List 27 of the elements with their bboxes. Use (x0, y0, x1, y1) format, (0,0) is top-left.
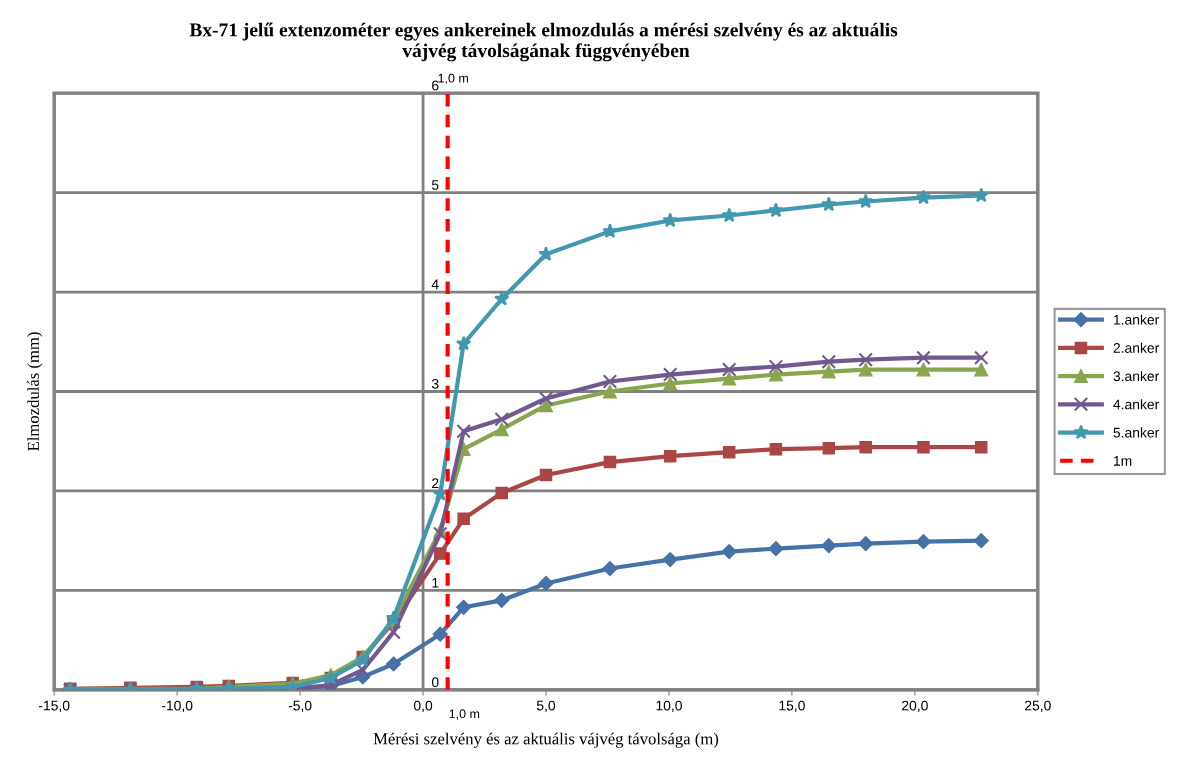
annotation: 1,0 m (438, 73, 468, 85)
x-tick-label: 20,0 (902, 700, 928, 713)
y-tick-label: 3 (431, 378, 439, 389)
chart-title: Bx-71 jelű extenzométer egyes ankereinek elmozdulás a mérési szelvény és az aktuális vájvég távolságának függvényében (189, 22, 898, 62)
legend-label: 5.anker (1113, 427, 1160, 438)
legend-label: 1m (1113, 456, 1132, 466)
x-tick-label: -5,0 (288, 700, 312, 713)
y-axis-title: Elmozdulás (mm) (27, 332, 43, 451)
legend-label: 2.anker (1113, 342, 1160, 353)
y-tick-label: 0 (431, 677, 439, 688)
legend-label: 4.anker (1113, 399, 1160, 410)
x-tick-label: -10,0 (161, 700, 193, 713)
legend-label: 3.anker (1113, 370, 1160, 382)
y-tick-label: 6 (432, 80, 439, 91)
x-tick-label: -15,0 (38, 700, 70, 713)
y-tick-label: 5 (431, 180, 439, 190)
y-tick-label: 4 (431, 279, 439, 290)
x-tick-label: 0,0 (413, 700, 433, 713)
annotation: 1,0 m (449, 709, 480, 720)
y-tick-label: 1 (432, 577, 439, 588)
x-axis-title: Mérési szelvény és az aktuális vájvég távolsága (m) (373, 732, 719, 748)
x-tick-label: 5,0 (536, 700, 556, 713)
x-tick-label: 25,0 (1025, 700, 1051, 713)
legend-label: 1.anker (1113, 314, 1160, 325)
x-tick-label: 10,0 (656, 700, 682, 713)
y-tick-label: 2 (432, 478, 439, 489)
x-tick-label: 15,0 (779, 700, 805, 713)
